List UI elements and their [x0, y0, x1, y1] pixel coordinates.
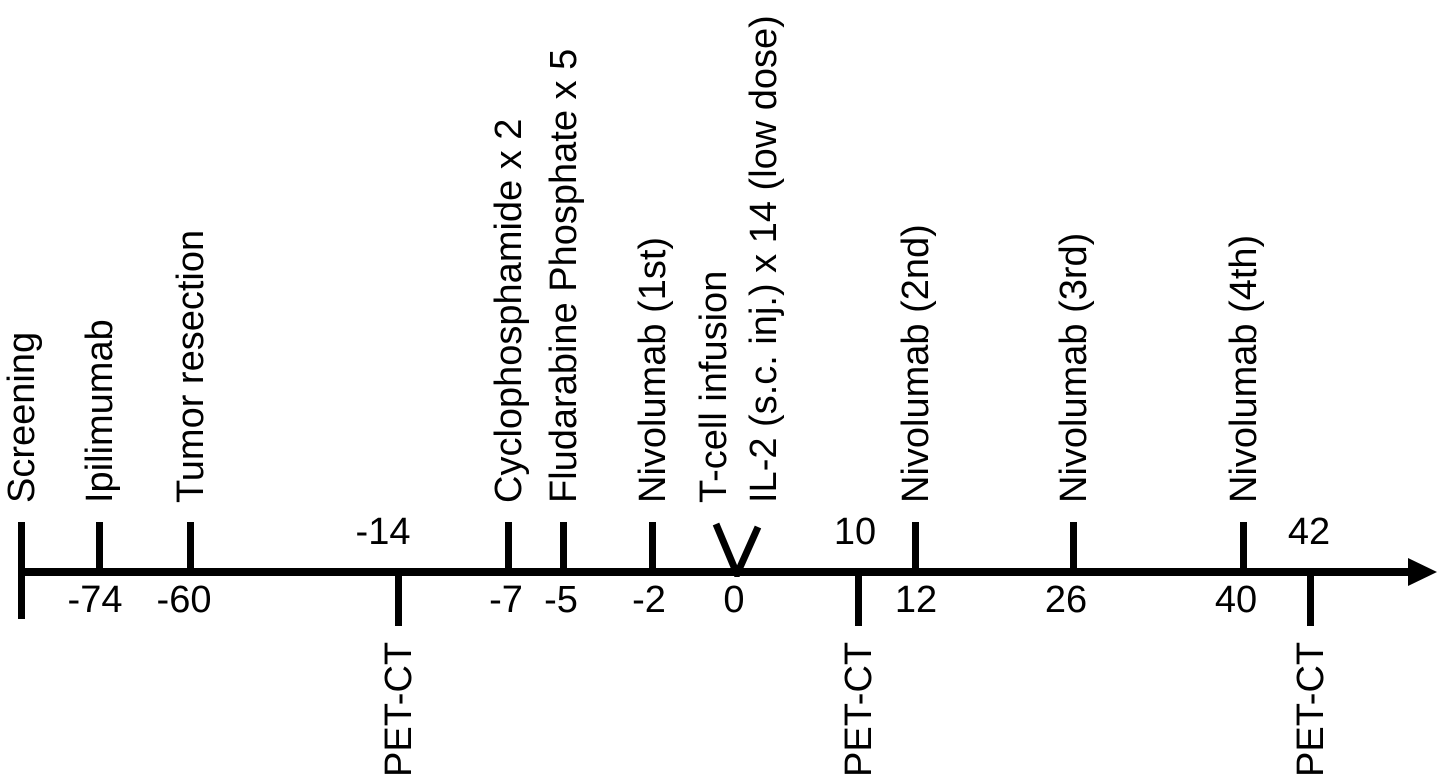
- day-number-12: 12: [894, 579, 938, 621]
- event-label-tumor-resection: Tumor resection: [170, 229, 212, 503]
- scan-day-number-10: 10: [833, 511, 877, 553]
- day-number--2: -2: [632, 579, 666, 621]
- event-tick-nivolumab-3rd: [1070, 522, 1077, 574]
- event-tick-nivolumab-1st: [649, 522, 656, 574]
- event-label-t-cell-infusion: T-cell infusion: [693, 270, 735, 503]
- event-label-nivolumab-4th: Nivolumab (4th): [1223, 234, 1265, 503]
- scan-label-pet-ct-day--14: PET-CT: [378, 641, 420, 777]
- event-label-ipilimumab: Ipilimumab: [79, 319, 121, 503]
- event-tick-screening: [18, 522, 25, 619]
- scan-day-number--14: -14: [355, 511, 411, 553]
- day-number--7: -7: [489, 579, 523, 621]
- event-label-cyclophosphamide-x-2: Cyclophosphamide x 2: [488, 118, 530, 503]
- scan-label-pet-ct-day-10: PET-CT: [838, 641, 880, 777]
- timeline-axis-line: [18, 568, 1410, 576]
- event-label-nivolumab-3rd: Nivolumab (3rd): [1053, 232, 1095, 503]
- event-tick-nivolumab-4th: [1240, 522, 1247, 574]
- scan-tick-day-42: [1307, 573, 1314, 626]
- event-label-nivolumab-1st: Nivolumab (1st): [632, 236, 674, 503]
- event-label-fludarabine-phosphate-x-5: Fludarabine Phosphate x 5: [543, 48, 585, 503]
- day-number--74: -74: [67, 579, 123, 621]
- event-tick-tumor-resection: [187, 522, 194, 574]
- event-tick-ipilimumab: [96, 522, 103, 574]
- event-tick-cyclophosphamide-x-2: [505, 522, 512, 574]
- event-label-screening: Screening: [1, 331, 43, 503]
- scan-tick-day-10: [855, 573, 862, 626]
- scan-label-pet-ct-day-42: PET-CT: [1290, 641, 1332, 777]
- day-number-0: 0: [723, 579, 745, 621]
- day-number-40: 40: [1214, 579, 1258, 621]
- infusion-v-marker-icon: [712, 522, 762, 577]
- event-label-il-2-s-c-inj-x-14-low-dose: IL-2 (s.c. inj.) x 14 (low dose): [743, 15, 785, 503]
- day-number--60: -60: [156, 579, 212, 621]
- event-tick-nivolumab-2nd: [912, 522, 919, 574]
- event-tick-fludarabine-phosphate-x-5: [560, 522, 567, 574]
- scan-tick-day--14: [395, 573, 402, 626]
- day-number-26: 26: [1044, 579, 1088, 621]
- day-number--5: -5: [544, 579, 578, 621]
- event-label-nivolumab-2nd: Nivolumab (2nd): [895, 224, 937, 503]
- axis-arrowhead-icon: [1408, 558, 1437, 586]
- scan-day-number-42: 42: [1287, 511, 1331, 553]
